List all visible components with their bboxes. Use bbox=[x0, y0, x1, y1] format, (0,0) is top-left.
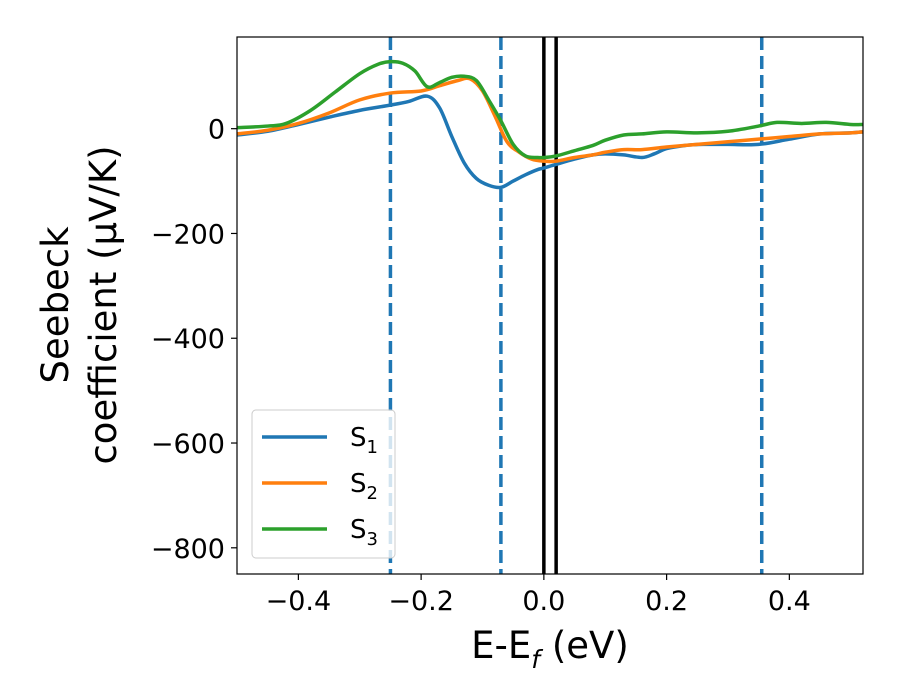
y-axis-title-line1: Seebeck bbox=[34, 226, 77, 384]
vertical-lines bbox=[388, 37, 764, 574]
x-tick-label: −0.4 bbox=[266, 586, 332, 617]
x-tick-label: 0.0 bbox=[522, 586, 565, 617]
series-line-s3 bbox=[237, 59, 863, 160]
x-axis-title: E-Ef (eV) bbox=[471, 624, 629, 674]
series-lines bbox=[237, 59, 863, 190]
y-tick-label: −200 bbox=[151, 219, 225, 250]
x-tick-label: 0.4 bbox=[768, 586, 811, 617]
legend: S1 S2 S3 bbox=[251, 409, 396, 559]
series-line-s1 bbox=[237, 94, 863, 190]
y-tick-label: −400 bbox=[151, 324, 225, 355]
legend-label-s1: S1 bbox=[350, 423, 378, 458]
y-axis-ticks: 0 −200 −400 −600 −800 bbox=[151, 115, 237, 565]
legend-label-s2: S2 bbox=[350, 469, 378, 504]
plot-frame bbox=[236, 36, 864, 575]
legend-label-s3: S3 bbox=[350, 515, 378, 550]
y-axis-title: Seebeck coefficient (μV/K) bbox=[34, 145, 125, 464]
series-line-s2 bbox=[237, 76, 863, 164]
x-axis-ticks: −0.4 −0.2 0.0 0.2 0.4 bbox=[266, 574, 811, 617]
y-tick-label: 0 bbox=[208, 115, 225, 146]
y-axis-title-line2: coefficient (μV/K) bbox=[82, 145, 125, 464]
y-tick-label: −600 bbox=[151, 429, 225, 460]
x-axis-title-unit: (eV) bbox=[540, 624, 629, 667]
x-tick-label: −0.2 bbox=[388, 586, 454, 617]
x-tick-label: 0.2 bbox=[645, 586, 688, 617]
x-axis-title-main: E-E bbox=[471, 624, 531, 667]
y-tick-label: −800 bbox=[151, 534, 225, 565]
